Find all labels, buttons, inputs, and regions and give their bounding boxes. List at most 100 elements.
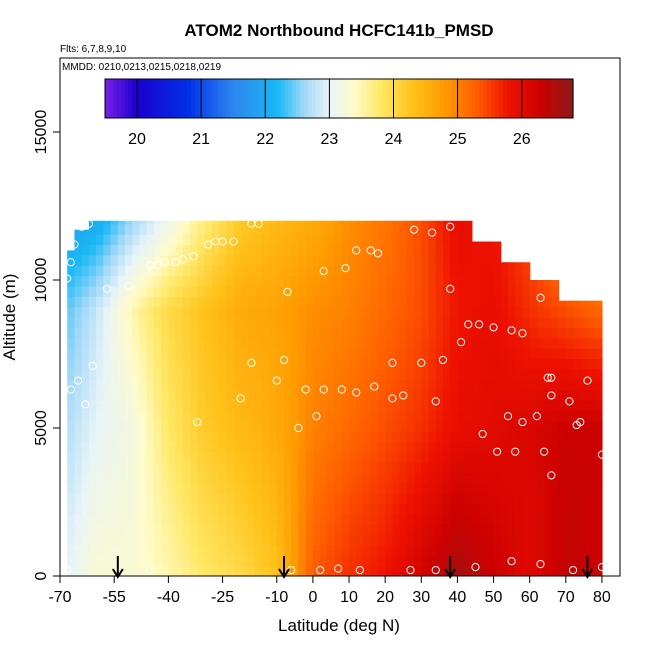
heatmap-cell — [392, 524, 401, 536]
heatmap-cell — [515, 462, 524, 473]
heatmap-cell — [190, 368, 198, 380]
heatmap-cell — [435, 379, 444, 391]
heatmap-cell — [544, 420, 552, 432]
heatmap-cell — [67, 482, 76, 494]
sample-point — [536, 293, 545, 302]
heatmap-cell — [327, 430, 336, 442]
colorbar-swatch — [350, 79, 356, 118]
heatmap-cell — [305, 513, 314, 525]
heatmap-cell — [508, 285, 516, 297]
heatmap-cell — [435, 317, 444, 328]
heatmap-cell — [168, 430, 177, 442]
heatmap-cell — [233, 348, 242, 360]
heatmap-cell — [175, 430, 184, 442]
heatmap-cell — [197, 544, 206, 556]
sample-point — [417, 358, 426, 367]
heatmap-cell — [117, 358, 126, 370]
heatmap-cell — [291, 399, 300, 411]
heatmap-cell — [363, 348, 372, 360]
heatmap-cell — [385, 482, 393, 494]
sample-point — [63, 274, 72, 283]
heatmap-cell — [74, 348, 83, 360]
heatmap-cell — [175, 317, 184, 328]
heatmap-cell — [385, 534, 393, 546]
heatmap-cell — [247, 223, 256, 235]
heatmap-cell — [276, 337, 285, 349]
heatmap-cell — [110, 317, 119, 328]
heatmap-cell — [349, 503, 357, 515]
heatmap-cell — [291, 296, 300, 308]
heatmap-cell — [544, 544, 552, 556]
heatmap-cell — [486, 327, 495, 339]
heatmap-cell — [153, 565, 162, 576]
heatmap-cell — [132, 254, 141, 266]
heatmap-cell — [442, 327, 451, 339]
heatmap-cell — [406, 493, 415, 505]
heatmap-cell — [327, 317, 336, 328]
heatmap-cell — [110, 503, 119, 515]
heatmap-cell — [450, 327, 459, 339]
heatmap-cell — [399, 430, 408, 442]
heatmap-cell — [161, 513, 169, 525]
x-axis: -70 -55 -40 -25 -10 0 10 20 30 40 50 60 70 80 — [48, 576, 611, 606]
heatmap-cell — [67, 250, 76, 256]
heatmap-cell — [327, 285, 336, 297]
colorbar-swatch — [339, 79, 344, 118]
heatmap-cell — [406, 472, 415, 484]
heatmap-cell — [139, 534, 148, 546]
heatmap-cell — [226, 524, 235, 536]
heatmap-cell — [182, 493, 191, 505]
heatmap-cell — [515, 275, 524, 287]
heatmap-cell — [197, 379, 206, 391]
heatmap-cell — [139, 389, 148, 401]
heatmap-cell — [573, 482, 581, 494]
heatmap-cell — [96, 482, 104, 494]
heatmap-cell — [421, 368, 430, 380]
heatmap-cell — [305, 317, 314, 328]
heatmap-cell — [175, 544, 184, 556]
heatmap-cell — [544, 493, 552, 505]
heatmap-cell — [233, 420, 242, 432]
heatmap-cell — [305, 254, 314, 266]
sample-point — [507, 557, 516, 566]
heatmap-cell — [125, 399, 133, 411]
heatmap-cell — [508, 317, 516, 328]
heatmap-cell — [88, 503, 97, 515]
heatmap-cell — [276, 389, 285, 401]
heatmap-cell — [580, 348, 589, 360]
heatmap-cell — [153, 348, 162, 360]
heatmap-cell — [262, 317, 271, 328]
heatmap-cell — [320, 265, 328, 277]
heatmap-cell — [500, 430, 509, 442]
heatmap-cell — [334, 379, 343, 391]
heatmap-cell — [341, 348, 350, 360]
heatmap-cell — [558, 337, 567, 349]
heatmap-cell — [536, 451, 545, 463]
heatmap-cell — [428, 285, 437, 297]
heatmap-cell — [486, 420, 495, 432]
heatmap-cell — [96, 223, 104, 235]
heatmap-cell — [240, 220, 249, 225]
heatmap-cell — [573, 430, 581, 442]
heatmap-cell — [240, 555, 249, 567]
heatmap-cell — [211, 296, 220, 308]
heatmap-cell — [327, 337, 336, 349]
heatmap-cell — [558, 368, 567, 380]
heatmap-cell — [522, 420, 531, 432]
heatmap-cell — [573, 513, 581, 525]
chart-title: ATOM2 Northbound HCFC141b_PMSD — [184, 21, 493, 40]
heatmap-cell — [594, 368, 603, 380]
heatmap-cell — [103, 285, 112, 297]
heatmap-cell — [197, 441, 206, 453]
heatmap-cell — [240, 285, 249, 297]
heatmap-cell — [486, 565, 495, 576]
heatmap-cell — [190, 317, 198, 328]
heatmap-cell — [457, 317, 466, 328]
heatmap-cell — [269, 244, 278, 256]
heatmap-cell — [594, 565, 603, 576]
heatmap-cell — [399, 389, 408, 401]
heatmap-cell — [334, 534, 343, 546]
heatmap-cell — [341, 462, 350, 473]
heatmap-cell — [168, 389, 177, 401]
heatmap-cell — [175, 358, 184, 370]
